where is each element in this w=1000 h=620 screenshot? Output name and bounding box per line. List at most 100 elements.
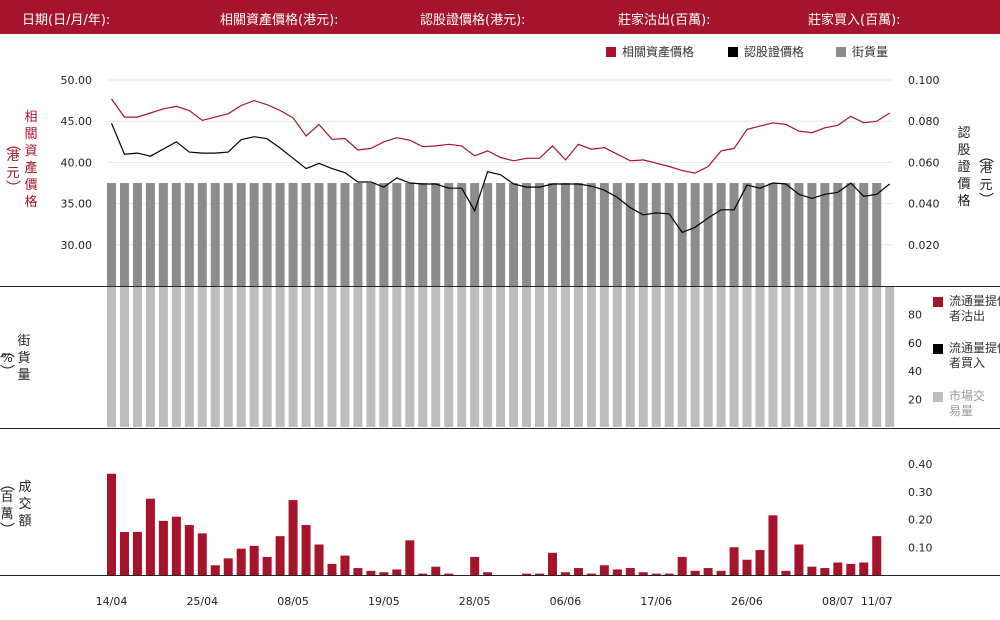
market-volume-bar <box>210 287 220 427</box>
turnover-bar <box>638 572 648 575</box>
outstanding-bar <box>262 183 272 286</box>
bottom-axis-title: 成交額 <box>18 480 32 529</box>
left-axis-unit: 港元 <box>6 149 20 181</box>
market-volume-bar <box>651 287 661 427</box>
turnover-bar <box>716 570 726 575</box>
turnover-bar <box>599 565 609 575</box>
outstanding-bar <box>340 183 350 286</box>
turnover-bar <box>353 568 363 575</box>
legend-bought-swatch <box>933 344 943 354</box>
market-volume-bar <box>119 287 129 427</box>
market-volume-bar <box>625 287 635 427</box>
outstanding-bar <box>535 183 545 286</box>
market-volume-bar <box>573 287 583 427</box>
turnover-bar <box>833 562 843 575</box>
turnover-bar <box>729 547 739 575</box>
outstanding-bar <box>158 183 168 286</box>
turnover-bar <box>625 568 635 575</box>
outstanding-bar <box>249 183 259 286</box>
market-volume-bar <box>301 287 311 427</box>
turnover-bar <box>249 545 259 575</box>
legend-outstanding[interactable]: 街貨量 <box>836 43 888 60</box>
info-header-bar: 日期(日/月/年): 相關資產價格(港元): 認股證價格(港元): 莊家沽出(百… <box>0 0 1000 34</box>
outstanding-bar <box>742 183 752 286</box>
market-volume-bar <box>846 287 856 427</box>
outstanding-bar <box>625 183 635 286</box>
outstanding-bar <box>820 183 830 286</box>
turnover-bar <box>392 569 402 575</box>
outstanding-bar <box>236 183 246 286</box>
outstanding-bar <box>522 183 532 286</box>
turnover-bar <box>794 544 804 575</box>
turnover-bar <box>846 563 856 575</box>
bottom-tick-label: 0.20 <box>908 514 933 527</box>
mid-tick-label: 60 <box>908 337 922 350</box>
turnover-bar <box>340 555 350 575</box>
legend-underlying[interactable]: 相關資產價格 <box>606 43 694 60</box>
market-volume-bar <box>366 287 376 427</box>
right-tick-label: 0.080 <box>908 115 940 128</box>
market-volume-bar <box>807 287 817 427</box>
outstanding-bar <box>716 183 726 286</box>
outstanding-bar <box>872 183 882 286</box>
market-volume-bar <box>249 287 259 427</box>
market-volume-bar <box>638 287 648 427</box>
outstanding-bar <box>132 183 142 286</box>
outstanding-bar <box>223 183 233 286</box>
turnover-bar <box>690 570 700 575</box>
bottom-axis-unit-open: ︵ <box>0 475 16 493</box>
right-tick-label: 0.040 <box>908 198 940 211</box>
turnover-bar <box>327 563 337 575</box>
outstanding-bar <box>833 183 843 286</box>
legend-warrant[interactable]: 認股證價格 <box>728 43 804 60</box>
outstanding-bar <box>288 183 298 286</box>
legend-outstanding-label: 街貨量 <box>852 45 889 59</box>
outstanding-bar <box>301 183 311 286</box>
outstanding-bar <box>418 183 428 286</box>
market-volume-bar <box>158 287 168 427</box>
outstanding-bar <box>729 183 739 286</box>
turnover-bar <box>107 473 116 575</box>
right-axis-unit: 港元 <box>979 161 993 193</box>
turnover-bar <box>197 533 207 575</box>
turnover-bar <box>547 552 557 575</box>
turnover-bar <box>820 568 830 575</box>
outstanding-bar <box>379 183 389 286</box>
header-date-label: 日期(日/月/年): <box>22 13 111 28</box>
x-tick-label: 25/04 <box>186 595 218 608</box>
left-tick-label: 50.00 <box>61 74 93 87</box>
turnover-bar <box>275 536 285 575</box>
left-axis-unit-open: ︵ <box>6 135 22 153</box>
turnover-bar <box>573 568 583 575</box>
market-volume-bar <box>522 287 532 427</box>
left-tick-label: 35.00 <box>61 198 93 211</box>
mid-tick-label: 80 <box>908 308 922 321</box>
market-volume-bar <box>703 287 713 427</box>
market-volume-bar <box>470 287 480 427</box>
turnover-bar <box>236 548 246 575</box>
right-tick-label: 0.060 <box>908 156 940 169</box>
outstanding-bar <box>327 183 337 286</box>
outstanding-bar <box>677 183 687 286</box>
legend-market-swatch <box>933 392 943 402</box>
market-volume-bar <box>781 287 791 427</box>
turnover-bar <box>664 573 674 575</box>
header-bought-label: 莊家買入(百萬): <box>808 13 901 28</box>
market-volume-bar <box>599 287 609 427</box>
left-axis-title: 相關資產價格 <box>24 110 38 210</box>
market-volume-bar <box>833 287 843 427</box>
market-volume-bar <box>262 287 272 427</box>
market-volume-bar <box>197 287 207 427</box>
turnover-bar <box>431 566 441 575</box>
left-tick-label: 30.00 <box>61 239 93 252</box>
market-volume-bar <box>560 287 570 427</box>
x-tick-label: 06/06 <box>550 595 582 608</box>
mid-tick-label: 20 <box>908 394 922 407</box>
outstanding-bar <box>210 183 220 286</box>
market-volume-bar <box>664 287 674 427</box>
legend-market-label: 市場交易量 <box>949 389 986 418</box>
outstanding-bar <box>794 183 804 286</box>
x-tick-label: 17/06 <box>640 595 672 608</box>
mid-axis-unit-open: ︵ <box>0 342 16 360</box>
market-volume-bar <box>405 287 415 427</box>
